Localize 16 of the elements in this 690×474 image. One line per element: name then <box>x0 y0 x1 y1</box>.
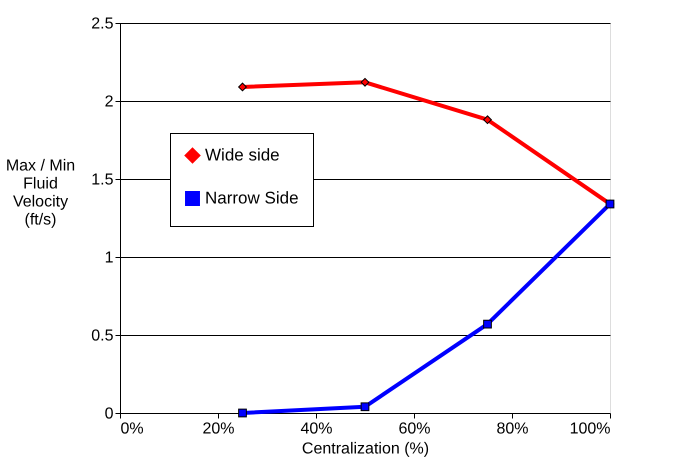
y-tick-label: 0.5 <box>91 328 114 344</box>
x-tick-label: 100% <box>570 420 610 438</box>
y-tick-label: 2 <box>104 94 114 110</box>
y-tick-label: 0 <box>104 406 114 422</box>
x-tick-label: 0% <box>120 420 144 438</box>
y-tick-label: 1 <box>104 250 114 266</box>
x-tick-label: 40% <box>300 420 333 438</box>
x-tick-label: 20% <box>202 420 235 438</box>
y-tick-label: 1.5 <box>91 172 114 188</box>
legend-label: Narrow Side <box>205 188 299 208</box>
y-axis-title: Max / Min Fluid Velocity (ft/s) <box>6 158 76 228</box>
y-tick-label: 2.5 <box>91 16 114 32</box>
x-tick-label: 60% <box>398 420 431 438</box>
legend-label: Wide side <box>205 146 280 164</box>
x-axis-title: Centralization (%) <box>302 440 430 458</box>
x-tick-label: 80% <box>496 420 529 438</box>
